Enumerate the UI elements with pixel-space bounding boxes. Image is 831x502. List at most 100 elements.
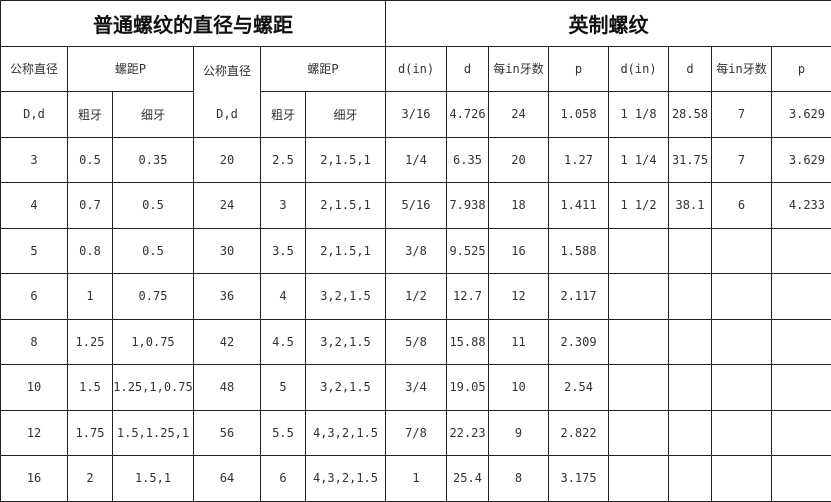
threads-per-inch: 20 (489, 137, 549, 183)
coarse-pitch: 3.5 (261, 228, 306, 274)
d-mm: 12.7 (447, 274, 489, 320)
fine-pitch: 1.5,1.25,1 (113, 410, 194, 456)
header-p-2: p (772, 46, 831, 92)
d-in: 1 1/4 (609, 137, 669, 183)
nominal-diameter: 8 (1, 319, 68, 365)
threads-per-inch (712, 365, 772, 411)
threads-per-inch: 7 (712, 137, 772, 183)
d-in: 1/2 (386, 274, 447, 320)
d-in (609, 274, 669, 320)
nominal-diameter: 5 (1, 228, 68, 274)
nominal-diameter: 36 (194, 274, 261, 320)
coarse-pitch: 1 (68, 274, 113, 320)
metric-title: 普通螺纹的直径与螺距 (1, 1, 386, 47)
nominal-diameter: 6 (1, 274, 68, 320)
threads-per-inch: 18 (489, 183, 549, 229)
header-tpi: 每in牙数 (489, 46, 549, 92)
coarse-pitch: 0.5 (68, 137, 113, 183)
d-in: 1/4 (386, 137, 447, 183)
fine-pitch: 3,2,1.5 (306, 274, 386, 320)
d-mm (669, 274, 712, 320)
coarse-pitch: 4.5 (261, 319, 306, 365)
threads-per-inch: 16 (489, 228, 549, 274)
nominal-diameter: 42 (194, 319, 261, 365)
fine-pitch: 3,2,1.5 (306, 365, 386, 411)
header-dd: D,d (1, 92, 68, 138)
header-d-2: d (669, 46, 712, 92)
d-in: 3/8 (386, 228, 447, 274)
d-mm: 4.726 (447, 92, 489, 138)
pitch: 3.629 (772, 137, 831, 183)
header-d-in-2: d(in) (609, 46, 669, 92)
fine-pitch: 2,1.5,1 (306, 183, 386, 229)
d-mm (669, 228, 712, 274)
d-in: 7/8 (386, 410, 447, 456)
d-in (609, 319, 669, 365)
threads-per-inch: 24 (489, 92, 549, 138)
coarse-pitch: 5.5 (261, 410, 306, 456)
coarse-pitch: 1.25 (68, 319, 113, 365)
d-in: 3/16 (386, 92, 447, 138)
header-coarse: 粗牙 (68, 92, 113, 138)
header-pitch: 螺距P (68, 46, 194, 92)
header-tpi-2: 每in牙数 (712, 46, 772, 92)
d-in: 5/16 (386, 183, 447, 229)
nominal-diameter: 30 (194, 228, 261, 274)
nominal-diameter: 64 (194, 456, 261, 502)
coarse-pitch: 1.75 (68, 410, 113, 456)
threads-per-inch (712, 456, 772, 502)
coarse-pitch: 5 (261, 365, 306, 411)
nominal-diameter: 16 (1, 456, 68, 502)
pitch: 1.588 (549, 228, 609, 274)
fine-pitch: 1.5,1 (113, 456, 194, 502)
d-mm (669, 410, 712, 456)
nominal-diameter: 12 (1, 410, 68, 456)
nominal-diameter: 48 (194, 365, 261, 411)
d-in: 1 1/8 (609, 92, 669, 138)
nominal-diameter: 4 (1, 183, 68, 229)
d-mm: 22.23 (447, 410, 489, 456)
fine-pitch: 3,2,1.5 (306, 319, 386, 365)
header-dd-label: D,d (216, 107, 238, 121)
pitch: 2.309 (549, 319, 609, 365)
pitch (772, 456, 831, 502)
threads-per-inch (712, 410, 772, 456)
fine-pitch: 2,1.5,1 (306, 137, 386, 183)
d-in (609, 456, 669, 502)
pitch (772, 319, 831, 365)
nominal-diameter: 24 (194, 183, 261, 229)
threads-per-inch (712, 274, 772, 320)
pitch (772, 228, 831, 274)
header-p: p (549, 46, 609, 92)
pitch: 1.411 (549, 183, 609, 229)
coarse-pitch: 4 (261, 274, 306, 320)
fine-pitch: 0.5 (113, 183, 194, 229)
d-mm: 9.525 (447, 228, 489, 274)
header-fine-2: 细牙 (306, 92, 386, 138)
pitch: 3.629 (772, 92, 831, 138)
pitch: 4.233 (772, 183, 831, 229)
d-in (609, 365, 669, 411)
d-in: 5/8 (386, 319, 447, 365)
fine-pitch: 0.35 (113, 137, 194, 183)
coarse-pitch: 1.5 (68, 365, 113, 411)
d-mm: 15.88 (447, 319, 489, 365)
threads-per-inch: 8 (489, 456, 549, 502)
header-nominal-label: 公称直径 (203, 64, 251, 78)
pitch: 1.058 (549, 92, 609, 138)
header-fine: 细牙 (113, 92, 194, 138)
d-mm (669, 456, 712, 502)
d-mm: 6.35 (447, 137, 489, 183)
fine-pitch: 0.5 (113, 228, 194, 274)
threads-per-inch: 6 (712, 183, 772, 229)
coarse-pitch: 3 (261, 183, 306, 229)
pitch: 2.822 (549, 410, 609, 456)
threads-per-inch: 11 (489, 319, 549, 365)
d-mm: 31.75 (669, 137, 712, 183)
pitch (772, 410, 831, 456)
